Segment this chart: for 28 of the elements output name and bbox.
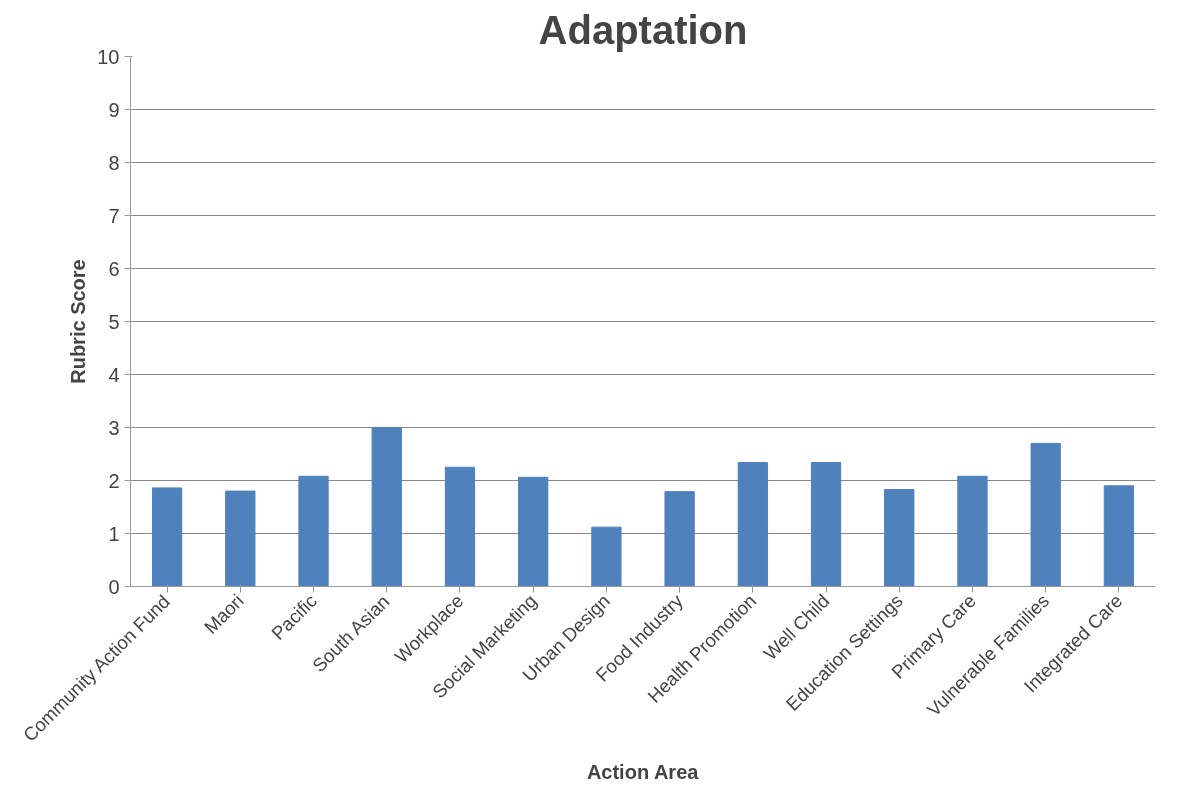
y-tick-label: 8 — [108, 151, 120, 174]
y-tick-label: 3 — [108, 416, 120, 439]
y-tick-label: 9 — [108, 98, 120, 121]
bar — [591, 526, 622, 587]
chart-title: Adaptation — [538, 7, 748, 52]
bar — [957, 475, 988, 587]
bar — [225, 490, 256, 587]
bar — [737, 461, 768, 587]
y-tick-label: 6 — [108, 257, 120, 280]
y-tick-label: 0 — [108, 575, 120, 598]
y-tick-label: 4 — [108, 363, 120, 386]
bar — [884, 489, 915, 587]
bar — [151, 487, 183, 587]
y-tick-label: 1 — [108, 522, 120, 545]
y-axis-title: Rubric Score — [67, 259, 90, 384]
bar — [444, 466, 476, 587]
bar — [371, 427, 402, 587]
bar — [1103, 485, 1135, 587]
bar — [664, 491, 695, 587]
y-tick-label: 5 — [108, 310, 120, 333]
bar — [810, 461, 842, 587]
y-tick-label: 2 — [108, 469, 120, 492]
y-tick-label: 7 — [108, 204, 120, 227]
x-axis-title: Action Area — [586, 761, 700, 784]
bar — [518, 476, 549, 587]
bar — [1030, 442, 1061, 587]
bar — [298, 475, 329, 587]
y-tick-label: 10 — [97, 45, 120, 68]
